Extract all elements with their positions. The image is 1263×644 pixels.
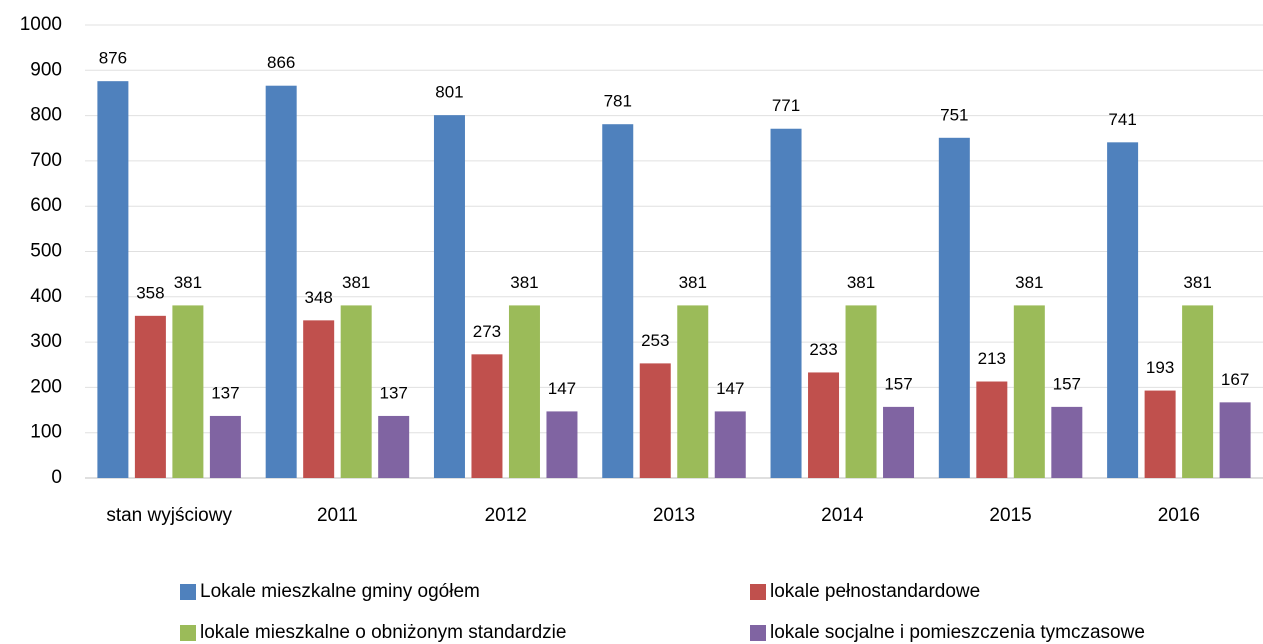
data-label: 157 [1053, 374, 1081, 393]
legend-swatch [180, 625, 196, 641]
data-label: 381 [510, 273, 538, 292]
bar [1144, 390, 1176, 478]
legend-label: lokale mieszkalne o obniżonym standardzi… [200, 622, 566, 643]
y-tick-label: 100 [30, 422, 62, 443]
bar [714, 411, 746, 478]
bar [845, 305, 877, 478]
data-label: 381 [1015, 273, 1043, 292]
data-label: 876 [99, 49, 127, 68]
x-tick-label: 2011 [317, 505, 358, 526]
x-tick-label: 2016 [1158, 505, 1200, 526]
data-label: 781 [604, 92, 632, 111]
data-label: 147 [548, 379, 576, 398]
data-label: 771 [772, 96, 800, 115]
bar [378, 415, 410, 478]
data-label: 801 [435, 83, 463, 102]
data-label: 137 [211, 383, 239, 402]
data-label: 147 [716, 379, 744, 398]
y-tick-label: 800 [30, 105, 62, 126]
data-label: 381 [1183, 273, 1211, 292]
data-label: 358 [136, 283, 164, 302]
bar [677, 305, 709, 478]
bar [172, 305, 204, 478]
bar [209, 415, 241, 478]
bar [602, 124, 634, 478]
data-label: 381 [342, 273, 370, 292]
data-label: 233 [809, 340, 837, 359]
bar [1051, 406, 1083, 478]
legend-label: Lokale mieszkalne gminy ogółem [200, 581, 480, 602]
data-label: 157 [884, 374, 912, 393]
bar [303, 320, 335, 478]
legend-swatch [750, 625, 766, 641]
data-label: 213 [978, 349, 1006, 368]
y-tick-label: 0 [51, 467, 62, 488]
bar [1107, 142, 1139, 478]
y-tick-label: 1000 [20, 14, 62, 35]
bar [471, 354, 503, 478]
y-tick-label: 700 [30, 150, 62, 171]
bar [938, 137, 970, 478]
bar [134, 315, 166, 478]
data-label: 866 [267, 53, 295, 72]
legend-label: lokale pełnostandardowe [770, 581, 980, 602]
data-label: 348 [304, 288, 332, 307]
y-tick-label: 200 [30, 376, 62, 397]
data-label: 167 [1221, 370, 1249, 389]
x-tick-label: 2014 [821, 505, 864, 526]
data-label: 137 [379, 383, 407, 402]
y-tick-label: 500 [30, 241, 62, 262]
legend-label: lokale socjalne i pomieszczenia tymczaso… [770, 622, 1145, 643]
data-label: 253 [641, 331, 669, 350]
data-label: 381 [174, 273, 202, 292]
bar [770, 128, 802, 478]
x-tick-label: 2012 [485, 505, 527, 526]
legend-swatch [750, 584, 766, 600]
bar [1013, 305, 1045, 478]
legend-swatch [180, 584, 196, 600]
bar [976, 381, 1008, 478]
x-tick-label: 2015 [989, 505, 1031, 526]
data-label: 751 [940, 105, 968, 124]
y-tick-label: 400 [30, 286, 62, 307]
bar [639, 363, 671, 478]
bar [1182, 305, 1214, 478]
data-label: 273 [473, 322, 501, 341]
bar [340, 305, 372, 478]
data-label: 193 [1146, 358, 1174, 377]
data-label: 381 [679, 273, 707, 292]
bar [546, 411, 578, 478]
y-tick-label: 900 [30, 59, 62, 80]
bar [433, 115, 465, 478]
bar [1219, 402, 1251, 478]
bar [808, 372, 840, 478]
bar [97, 81, 129, 478]
bar [265, 85, 297, 479]
bar [508, 305, 540, 478]
data-label: 381 [847, 273, 875, 292]
data-label: 741 [1108, 110, 1136, 129]
y-tick-label: 300 [30, 331, 62, 352]
bar [883, 406, 915, 478]
y-tick-label: 600 [30, 195, 62, 216]
x-tick-label: stan wyjściowy [106, 505, 232, 526]
x-tick-label: 2013 [653, 505, 695, 526]
